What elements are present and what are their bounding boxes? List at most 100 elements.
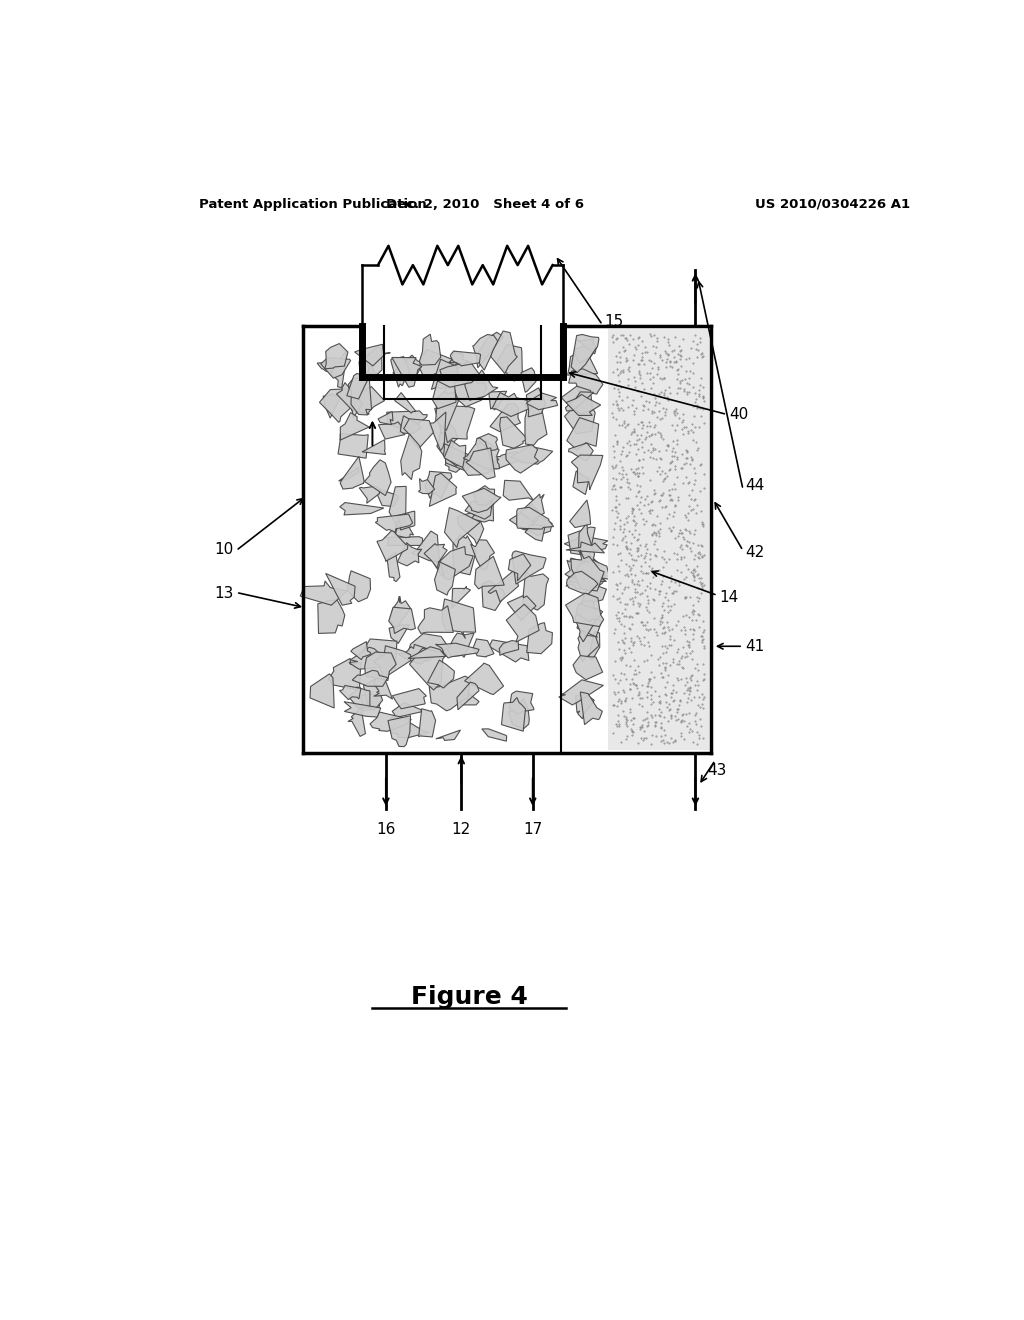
Text: Patent Application Publication: Patent Application Publication <box>200 198 427 211</box>
Polygon shape <box>317 362 339 372</box>
Polygon shape <box>506 445 539 473</box>
Polygon shape <box>526 393 558 409</box>
Polygon shape <box>390 718 429 738</box>
Polygon shape <box>379 422 406 440</box>
Polygon shape <box>453 535 476 574</box>
Polygon shape <box>492 392 532 417</box>
Polygon shape <box>354 345 390 366</box>
Polygon shape <box>331 351 346 388</box>
Polygon shape <box>338 434 369 458</box>
Polygon shape <box>561 387 593 413</box>
Polygon shape <box>398 644 432 664</box>
Polygon shape <box>490 331 517 374</box>
Polygon shape <box>317 599 345 634</box>
Polygon shape <box>520 515 552 536</box>
Polygon shape <box>565 593 604 627</box>
Polygon shape <box>566 543 604 553</box>
Polygon shape <box>428 660 455 688</box>
Polygon shape <box>452 380 486 407</box>
Polygon shape <box>566 417 599 450</box>
Polygon shape <box>412 531 442 562</box>
Polygon shape <box>465 370 498 400</box>
Polygon shape <box>525 404 547 445</box>
Polygon shape <box>507 595 536 620</box>
Polygon shape <box>508 698 529 729</box>
Polygon shape <box>431 359 462 389</box>
Polygon shape <box>394 392 416 413</box>
Polygon shape <box>442 599 475 639</box>
Polygon shape <box>397 543 422 566</box>
Polygon shape <box>579 523 595 566</box>
Text: 41: 41 <box>745 639 765 653</box>
Polygon shape <box>403 418 433 449</box>
Polygon shape <box>389 486 407 531</box>
Polygon shape <box>568 444 593 461</box>
Polygon shape <box>374 673 392 700</box>
Polygon shape <box>577 339 596 354</box>
Polygon shape <box>473 334 498 370</box>
Polygon shape <box>419 334 440 366</box>
Polygon shape <box>502 697 525 731</box>
Polygon shape <box>348 378 372 414</box>
Polygon shape <box>435 392 459 430</box>
Polygon shape <box>476 333 504 368</box>
Polygon shape <box>435 405 475 442</box>
Polygon shape <box>395 519 414 537</box>
Polygon shape <box>526 623 552 653</box>
Polygon shape <box>387 552 400 582</box>
Polygon shape <box>310 673 334 708</box>
Polygon shape <box>581 692 602 725</box>
Polygon shape <box>387 411 427 428</box>
Polygon shape <box>575 603 603 622</box>
Polygon shape <box>465 663 504 694</box>
Polygon shape <box>321 358 350 379</box>
Polygon shape <box>569 500 591 528</box>
Polygon shape <box>388 715 411 747</box>
Polygon shape <box>324 395 340 418</box>
Polygon shape <box>392 358 422 387</box>
Polygon shape <box>347 374 368 399</box>
Polygon shape <box>344 702 381 717</box>
Polygon shape <box>429 412 445 450</box>
Polygon shape <box>389 624 410 643</box>
Polygon shape <box>429 676 470 711</box>
Polygon shape <box>359 347 382 378</box>
Polygon shape <box>300 581 347 606</box>
Polygon shape <box>500 417 527 449</box>
Polygon shape <box>444 441 466 469</box>
Polygon shape <box>466 447 496 479</box>
Polygon shape <box>436 730 461 741</box>
Polygon shape <box>488 570 518 602</box>
Polygon shape <box>566 556 599 591</box>
Polygon shape <box>510 446 553 465</box>
Polygon shape <box>566 572 598 594</box>
Polygon shape <box>410 648 447 690</box>
Polygon shape <box>439 384 455 404</box>
Polygon shape <box>471 499 494 523</box>
Polygon shape <box>482 729 507 742</box>
Polygon shape <box>517 507 554 529</box>
Polygon shape <box>418 606 454 634</box>
Polygon shape <box>348 708 366 737</box>
Polygon shape <box>352 671 388 686</box>
Polygon shape <box>329 659 360 690</box>
Polygon shape <box>489 640 529 663</box>
Polygon shape <box>520 494 545 521</box>
Polygon shape <box>495 451 525 469</box>
Text: Dec. 2, 2010   Sheet 4 of 6: Dec. 2, 2010 Sheet 4 of 6 <box>386 198 584 211</box>
Polygon shape <box>572 471 589 495</box>
Polygon shape <box>521 368 536 392</box>
Text: US 2010/0304226 A1: US 2010/0304226 A1 <box>755 198 910 211</box>
Polygon shape <box>443 444 475 466</box>
Polygon shape <box>477 434 498 450</box>
Polygon shape <box>398 416 421 433</box>
Polygon shape <box>509 504 539 529</box>
Polygon shape <box>370 711 412 731</box>
Text: Figure 4: Figure 4 <box>411 985 527 1008</box>
Polygon shape <box>340 503 384 515</box>
Polygon shape <box>497 345 522 381</box>
Text: 40: 40 <box>729 407 749 422</box>
Polygon shape <box>419 479 434 494</box>
Polygon shape <box>512 550 546 583</box>
Polygon shape <box>445 455 466 473</box>
